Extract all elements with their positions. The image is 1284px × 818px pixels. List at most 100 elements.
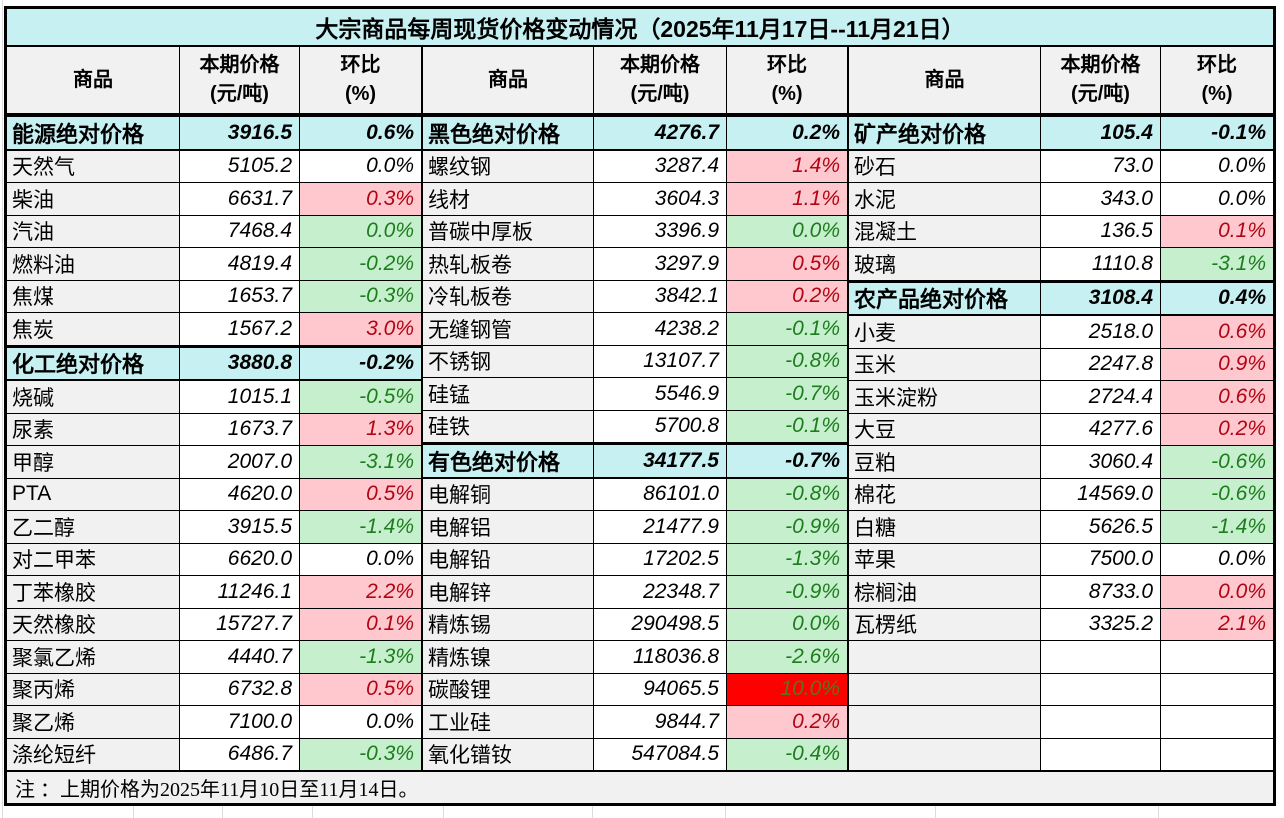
price-cell[interactable]: 118036.8 — [594, 641, 727, 673]
price-cell[interactable]: 86101.0 — [594, 478, 727, 510]
pct-cell[interactable]: 10.0% — [727, 673, 847, 705]
header-commodity[interactable]: 商品 — [849, 47, 1041, 113]
commodity-name-cell[interactable]: 无缝钢管 — [423, 313, 594, 345]
price-cell[interactable]: 2724.4 — [1041, 381, 1161, 413]
pct-cell[interactable]: 0.0% — [300, 706, 421, 738]
price-cell[interactable]: 4819.4 — [180, 248, 300, 280]
commodity-name-cell[interactable] — [849, 738, 1041, 770]
commodity-name-cell[interactable]: 丁苯橡胶 — [7, 576, 180, 608]
pct-cell[interactable]: 0.0% — [1161, 576, 1273, 608]
price-cell[interactable]: 3297.9 — [594, 248, 727, 280]
price-cell[interactable]: 290498.5 — [594, 608, 727, 640]
price-cell[interactable]: 2007.0 — [180, 446, 300, 478]
commodity-name-cell[interactable]: 燃料油 — [7, 248, 180, 280]
price-cell[interactable]: 3396.9 — [594, 215, 727, 247]
price-cell[interactable]: 11246.1 — [180, 576, 300, 608]
pct-cell[interactable]: -0.1% — [727, 313, 847, 345]
commodity-name-cell[interactable]: 精炼锡 — [423, 608, 594, 640]
commodity-name-cell[interactable]: 汽油 — [7, 215, 180, 247]
commodity-name-cell[interactable]: 大豆 — [849, 413, 1041, 445]
commodity-name-cell[interactable]: 不锈钢 — [423, 345, 594, 377]
price-cell[interactable] — [1041, 706, 1161, 738]
section-name-cell[interactable]: 化工绝对价格 — [7, 347, 180, 379]
pct-cell[interactable]: 0.0% — [1161, 543, 1273, 575]
pct-cell[interactable]: -0.2% — [300, 347, 421, 379]
price-cell[interactable]: 15727.7 — [180, 608, 300, 640]
pct-cell[interactable]: 0.3% — [300, 183, 421, 215]
pct-cell[interactable]: -0.1% — [1161, 117, 1273, 149]
header-pct[interactable]: 环比 (%) — [1161, 47, 1273, 113]
price-cell[interactable]: 21477.9 — [594, 511, 727, 543]
pct-cell[interactable]: -3.1% — [300, 446, 421, 478]
section-name-cell[interactable]: 有色绝对价格 — [423, 445, 594, 477]
commodity-name-cell[interactable]: 玉米 — [849, 348, 1041, 380]
commodity-name-cell[interactable]: 白糖 — [849, 511, 1041, 543]
pct-cell[interactable]: -1.4% — [1161, 511, 1273, 543]
header-price[interactable]: 本期价格 (元/吨) — [1041, 47, 1161, 113]
pct-cell[interactable]: -3.1% — [1161, 248, 1273, 280]
commodity-name-cell[interactable]: 混凝土 — [849, 215, 1041, 247]
commodity-name-cell[interactable]: 线材 — [423, 183, 594, 215]
pct-cell[interactable]: -1.3% — [727, 543, 847, 575]
commodity-name-cell[interactable]: PTA — [7, 478, 180, 510]
commodity-name-cell[interactable]: 豆粕 — [849, 446, 1041, 478]
commodity-name-cell[interactable]: 涤纶短纤 — [7, 738, 180, 770]
price-cell[interactable]: 2247.8 — [1041, 348, 1161, 380]
price-cell[interactable]: 22348.7 — [594, 576, 727, 608]
price-cell[interactable] — [1041, 673, 1161, 705]
header-price[interactable]: 本期价格 (元/吨) — [180, 47, 300, 113]
pct-cell[interactable]: -0.8% — [727, 478, 847, 510]
commodity-name-cell[interactable]: 碳酸锂 — [423, 673, 594, 705]
pct-cell[interactable]: 0.4% — [1161, 282, 1273, 314]
header-pct[interactable]: 环比 (%) — [727, 47, 847, 113]
commodity-name-cell[interactable]: 工业硅 — [423, 706, 594, 738]
commodity-name-cell[interactable]: 聚丙烯 — [7, 673, 180, 705]
price-cell[interactable]: 4440.7 — [180, 641, 300, 673]
price-cell[interactable] — [1041, 738, 1161, 770]
commodity-name-cell[interactable]: 烧碱 — [7, 381, 180, 413]
price-cell[interactable]: 3060.4 — [1041, 446, 1161, 478]
header-commodity[interactable]: 商品 — [423, 47, 594, 113]
pct-cell[interactable]: -1.4% — [300, 511, 421, 543]
price-cell[interactable]: 1567.2 — [180, 313, 300, 345]
price-cell[interactable]: 5700.8 — [594, 410, 727, 442]
commodity-name-cell[interactable]: 聚氯乙烯 — [7, 641, 180, 673]
header-pct[interactable]: 环比 (%) — [300, 47, 421, 113]
price-cell[interactable]: 73.0 — [1041, 150, 1161, 182]
price-cell[interactable]: 5626.5 — [1041, 511, 1161, 543]
commodity-name-cell[interactable] — [849, 673, 1041, 705]
pct-cell[interactable]: 2.2% — [300, 576, 421, 608]
price-cell[interactable]: 7100.0 — [180, 706, 300, 738]
price-cell[interactable]: 3604.3 — [594, 183, 727, 215]
commodity-name-cell[interactable]: 苹果 — [849, 543, 1041, 575]
price-cell[interactable]: 9844.7 — [594, 706, 727, 738]
commodity-name-cell[interactable]: 硅铁 — [423, 410, 594, 442]
section-name-cell[interactable]: 矿产绝对价格 — [849, 117, 1041, 149]
price-cell[interactable]: 5105.2 — [180, 150, 300, 182]
pct-cell[interactable]: 0.0% — [300, 150, 421, 182]
pct-cell[interactable]: 0.6% — [300, 117, 421, 149]
commodity-name-cell[interactable]: 电解铝 — [423, 511, 594, 543]
pct-cell[interactable]: -0.6% — [1161, 446, 1273, 478]
commodity-name-cell[interactable]: 精炼镍 — [423, 641, 594, 673]
price-cell[interactable]: 4238.2 — [594, 313, 727, 345]
commodity-name-cell[interactable]: 天然橡胶 — [7, 608, 180, 640]
commodity-name-cell[interactable]: 玉米淀粉 — [849, 381, 1041, 413]
pct-cell[interactable]: 0.5% — [300, 673, 421, 705]
commodity-name-cell[interactable]: 尿素 — [7, 413, 180, 445]
header-price[interactable]: 本期价格 (元/吨) — [594, 47, 727, 113]
commodity-name-cell[interactable]: 氧化镨钕 — [423, 738, 594, 770]
price-cell[interactable]: 1015.1 — [180, 381, 300, 413]
commodity-name-cell[interactable]: 砂石 — [849, 150, 1041, 182]
pct-cell[interactable]: -0.3% — [300, 738, 421, 770]
price-cell[interactable]: 343.0 — [1041, 183, 1161, 215]
price-cell[interactable]: 3287.4 — [594, 150, 727, 182]
price-cell[interactable]: 8733.0 — [1041, 576, 1161, 608]
price-cell[interactable]: 1653.7 — [180, 280, 300, 312]
price-cell[interactable]: 1673.7 — [180, 413, 300, 445]
pct-cell[interactable]: -0.3% — [300, 280, 421, 312]
price-cell[interactable]: 105.4 — [1041, 117, 1161, 149]
price-cell[interactable]: 6620.0 — [180, 543, 300, 575]
commodity-name-cell[interactable]: 瓦楞纸 — [849, 608, 1041, 640]
pct-cell[interactable]: -0.7% — [727, 378, 847, 410]
